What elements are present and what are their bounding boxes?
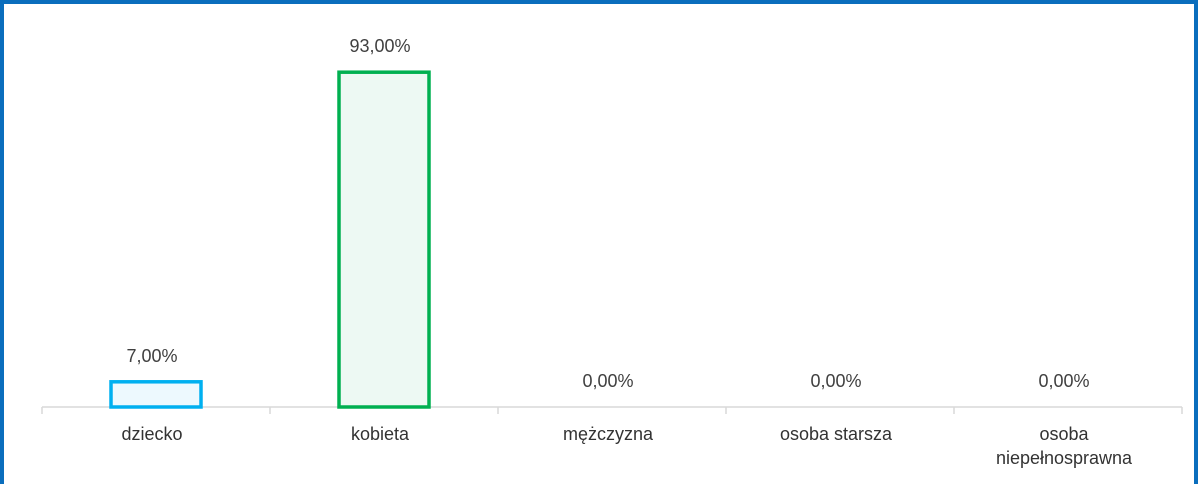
chart: [41, 70, 1183, 414]
x-tick-label: mężczyzna: [562, 424, 654, 444]
x-tick-label: dziecko: [121, 424, 183, 444]
value-label: 0,00%: [810, 371, 862, 391]
value-label: 93,00%: [349, 36, 411, 57]
bar: [109, 380, 203, 409]
x-tick-label: osoba niepełnosprawna: [995, 424, 1133, 468]
x-tick-label: osoba starsza: [779, 424, 893, 444]
bar: [337, 70, 431, 409]
value-label: 7,00%: [126, 345, 178, 366]
value-label: 0,00%: [1038, 371, 1090, 391]
value-label: 0,00%: [582, 371, 634, 391]
x-tick-label: kobieta: [350, 424, 410, 444]
